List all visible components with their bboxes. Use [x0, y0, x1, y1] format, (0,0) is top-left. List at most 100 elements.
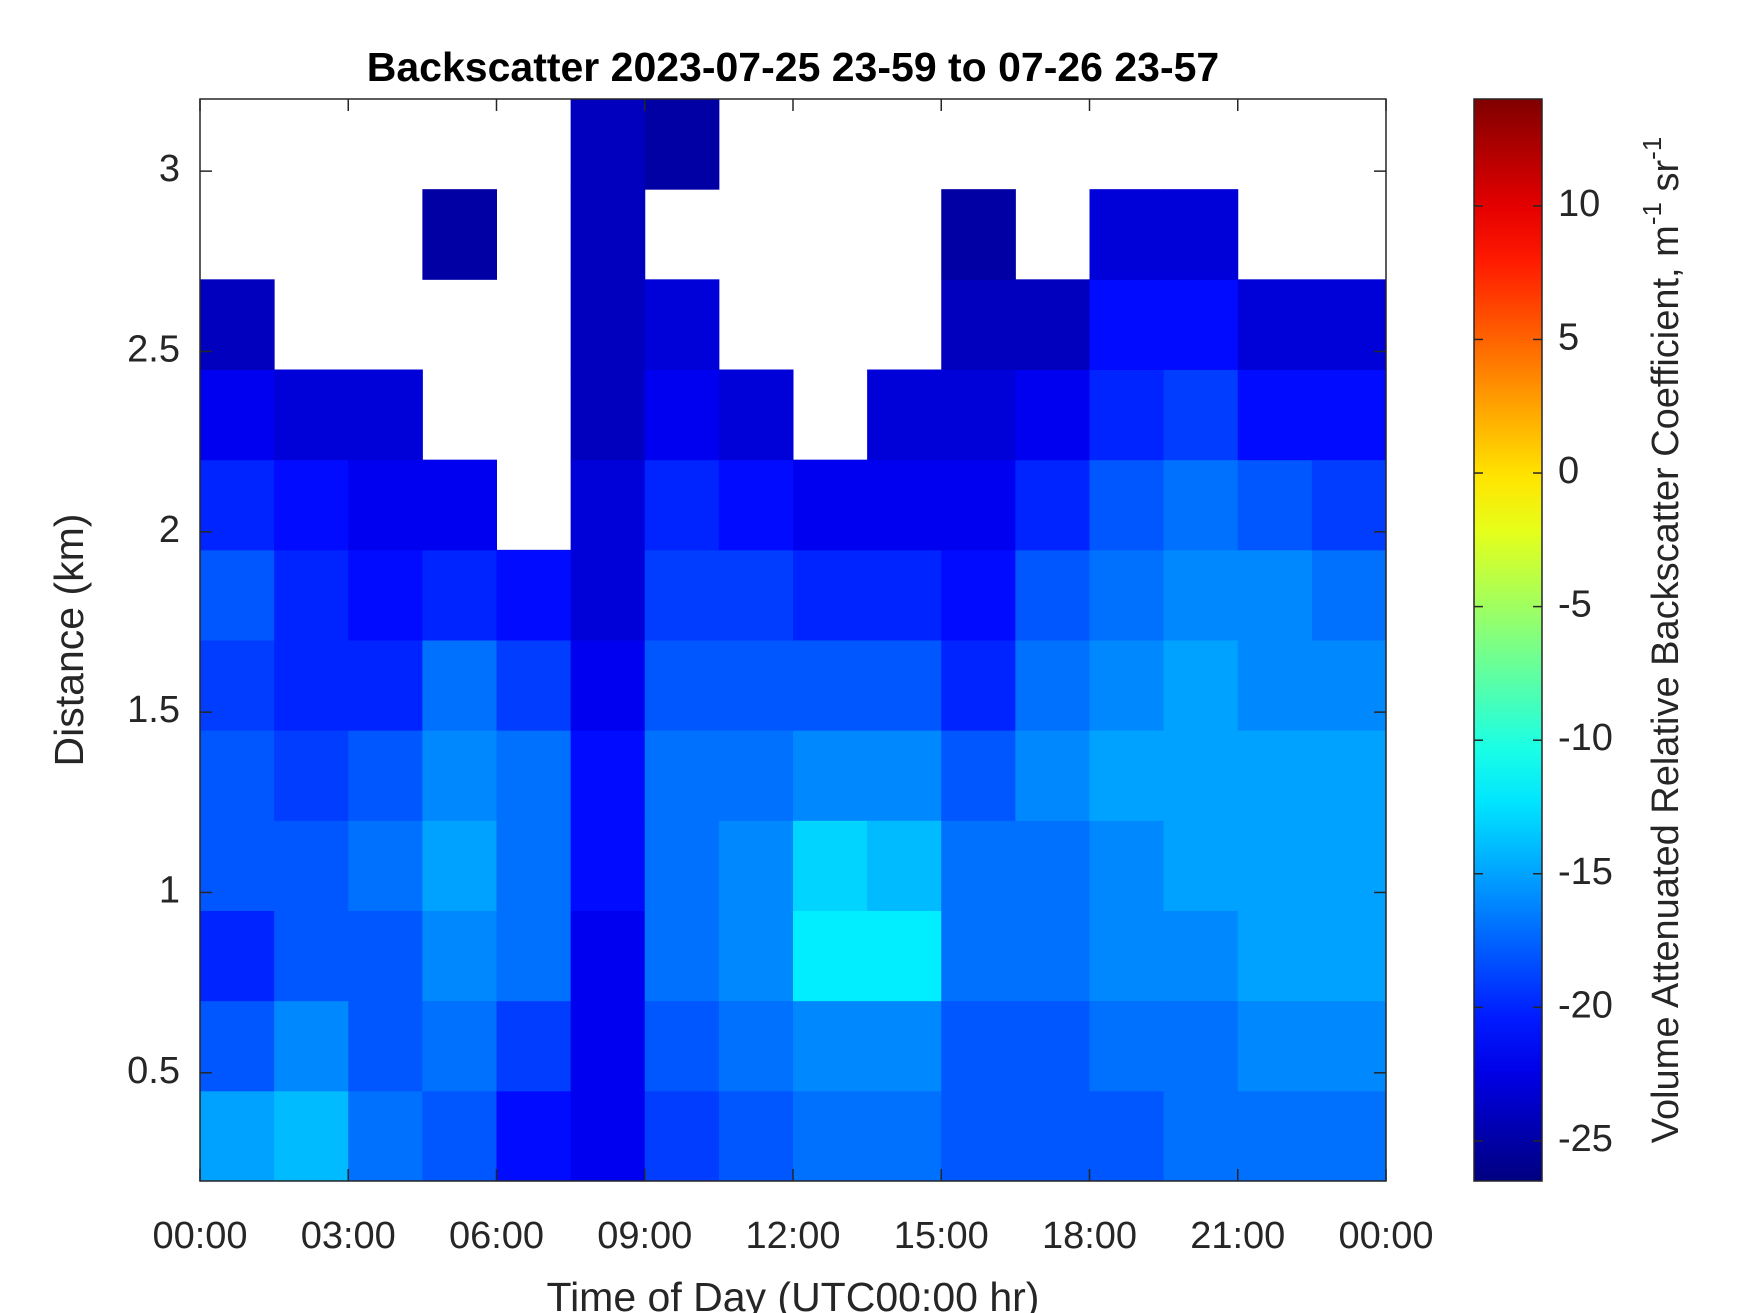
heatmap-cell [1311, 549, 1387, 641]
heatmap-cell [570, 730, 646, 821]
colorbar-label-text: Volume Attenuated Relative Backscatter C… [1645, 225, 1687, 1143]
heatmap-cell [570, 99, 646, 190]
colorbar-tick-label: -10 [1558, 717, 1613, 759]
y-tick-label: 1 [159, 869, 180, 911]
heatmap-cell [200, 459, 275, 551]
heatmap-cell [941, 549, 1016, 641]
heatmap-cell [1237, 640, 1313, 731]
colorbar-tick-label: 5 [1558, 316, 1579, 358]
heatmap-cell [1015, 279, 1090, 370]
heatmap-cell [718, 910, 794, 1002]
heatmap-cell [718, 820, 794, 911]
heatmap-cell [570, 1000, 646, 1092]
y-tick-label: 0.5 [127, 1050, 180, 1092]
heatmap-cell [274, 459, 349, 551]
heatmap-cell [1237, 910, 1313, 1002]
heatmap-cell [274, 820, 349, 911]
heatmap-cell [793, 910, 868, 1002]
heatmap-cell [348, 730, 423, 821]
heatmap-cell [1089, 459, 1165, 551]
heatmap-cell [1163, 279, 1239, 370]
heatmap-cell [1237, 1000, 1313, 1092]
heatmap-cell [718, 640, 794, 731]
heatmap-cell [274, 640, 349, 731]
y-tick-label: 2.5 [127, 328, 180, 370]
heatmap-cell [496, 1000, 572, 1092]
heatmap-cell [644, 1000, 720, 1092]
heatmap-cell [1163, 1000, 1239, 1092]
heatmap-cell [1089, 1000, 1165, 1092]
heatmap-cell [793, 820, 868, 911]
heatmap-cell [1311, 640, 1387, 731]
x-tick-label: 00:00 [152, 1215, 247, 1257]
colorbar [1473, 98, 1543, 1182]
heatmap-cell [1089, 730, 1165, 821]
heatmap-cell [644, 279, 720, 370]
heatmap-cell [1089, 549, 1165, 641]
heatmap-cell [570, 279, 646, 370]
heatmap-cell [200, 730, 275, 821]
colorbar-tick-label: -25 [1558, 1118, 1613, 1160]
heatmap-cell [496, 730, 572, 821]
heatmap-cell [422, 189, 497, 280]
colorbar-tick-label: -5 [1558, 584, 1592, 626]
heatmap-cell [793, 640, 868, 731]
heatmap-cell [1163, 1090, 1239, 1182]
heatmap-cell [1163, 549, 1239, 641]
heatmap-cell [1237, 369, 1313, 461]
x-tick-label: 15:00 [894, 1215, 989, 1257]
heatmap-cell [718, 730, 794, 821]
heatmap-cell [200, 910, 275, 1002]
heatmap-cell [274, 910, 349, 1002]
heatmap-cell [422, 910, 497, 1002]
heatmap-cell [422, 820, 497, 911]
heatmap-cell [200, 640, 275, 731]
heatmap-cell [941, 189, 1016, 280]
heatmap-cell [1163, 820, 1239, 911]
heatmap-cell [1015, 1090, 1090, 1182]
heatmap-cell [570, 549, 646, 641]
x-tick-label: 03:00 [301, 1215, 396, 1257]
heatmap-cell [1237, 1090, 1313, 1182]
heatmap-cell [1163, 189, 1239, 280]
heatmap-cell [644, 99, 720, 190]
heatmap-cell [274, 369, 349, 461]
heatmap-cell [867, 369, 942, 461]
heatmap-cell [1015, 1000, 1090, 1092]
heatmap-cell [1311, 1090, 1387, 1182]
heatmap-cell [1237, 730, 1313, 821]
heatmap-cell [644, 1090, 720, 1182]
x-tick-label: 09:00 [597, 1215, 692, 1257]
heatmap-cell [1163, 640, 1239, 731]
colorbar-tick-label: -20 [1558, 984, 1613, 1026]
heatmap-cell [867, 820, 942, 911]
heatmap-cell [422, 549, 497, 641]
colorbar-label-sup: -1 [1637, 202, 1667, 225]
heatmap-cell [718, 549, 794, 641]
heatmap-cell [200, 279, 275, 370]
heatmap-cell [1237, 279, 1313, 370]
heatmap-cell [1015, 730, 1090, 821]
heatmap-cell [274, 549, 349, 641]
heatmap-cell [1089, 189, 1165, 280]
heatmap-cell [570, 1090, 646, 1182]
x-tick-label: 12:00 [745, 1215, 840, 1257]
heatmap-cell [644, 730, 720, 821]
heatmap-cell [1237, 459, 1313, 551]
heatmap-cell [348, 910, 423, 1002]
heatmap-cell [867, 910, 942, 1002]
heatmap-cell [1015, 459, 1090, 551]
heatmap-cell [1311, 279, 1387, 370]
heatmap-cell [1311, 730, 1387, 821]
heatmap-cell [1015, 820, 1090, 911]
heatmap-cell [941, 910, 1016, 1002]
heatmap-cell [1163, 369, 1239, 461]
heatmap-cell [422, 459, 497, 551]
heatmap-cell [422, 730, 497, 821]
heatmap-cell [274, 1000, 349, 1092]
heatmap-cell [570, 640, 646, 731]
heatmap-cell [422, 1000, 497, 1092]
heatmap-cell [793, 730, 868, 821]
heatmap-cell [1311, 820, 1387, 911]
